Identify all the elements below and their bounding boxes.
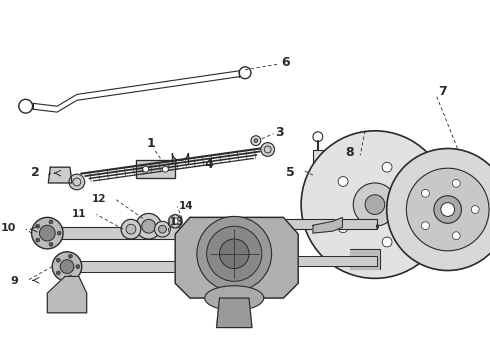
Circle shape — [338, 176, 348, 186]
Polygon shape — [313, 217, 343, 233]
Polygon shape — [350, 249, 380, 269]
Circle shape — [158, 225, 167, 233]
Text: 11: 11 — [72, 210, 87, 220]
Circle shape — [220, 239, 249, 269]
Circle shape — [441, 203, 455, 216]
Circle shape — [76, 265, 80, 269]
Text: 9: 9 — [10, 276, 18, 286]
Polygon shape — [136, 160, 175, 178]
Ellipse shape — [205, 286, 264, 310]
Circle shape — [57, 231, 61, 235]
Circle shape — [353, 183, 396, 226]
Circle shape — [49, 242, 53, 246]
Circle shape — [136, 213, 161, 239]
Circle shape — [169, 215, 182, 228]
Text: 12: 12 — [92, 194, 106, 204]
Circle shape — [56, 258, 60, 262]
Polygon shape — [217, 298, 252, 328]
Circle shape — [31, 217, 63, 249]
Circle shape — [254, 139, 258, 143]
Text: 1: 1 — [146, 137, 155, 150]
Circle shape — [36, 238, 40, 242]
Circle shape — [301, 131, 449, 278]
Circle shape — [387, 149, 490, 270]
Circle shape — [162, 166, 169, 172]
Text: 3: 3 — [275, 126, 284, 139]
Circle shape — [452, 232, 460, 240]
Circle shape — [452, 179, 460, 187]
Circle shape — [338, 223, 348, 233]
Bar — [313, 150, 323, 204]
Circle shape — [421, 189, 429, 197]
Polygon shape — [49, 167, 72, 183]
Circle shape — [126, 224, 136, 234]
Text: 7: 7 — [438, 85, 446, 98]
Circle shape — [421, 222, 429, 230]
Circle shape — [52, 252, 82, 281]
Circle shape — [60, 260, 74, 274]
Text: 4: 4 — [205, 158, 214, 171]
Text: 14: 14 — [179, 201, 194, 211]
Circle shape — [56, 271, 60, 275]
Circle shape — [471, 206, 479, 213]
Circle shape — [49, 220, 53, 224]
Circle shape — [261, 143, 274, 156]
Circle shape — [154, 221, 171, 237]
Bar — [283, 219, 377, 229]
Polygon shape — [48, 276, 87, 313]
Circle shape — [36, 224, 40, 228]
Circle shape — [382, 237, 392, 247]
Circle shape — [69, 254, 73, 258]
Circle shape — [172, 219, 178, 224]
Circle shape — [197, 216, 271, 291]
Text: 2: 2 — [31, 166, 40, 179]
Circle shape — [207, 226, 262, 281]
Polygon shape — [169, 215, 181, 228]
Circle shape — [382, 162, 392, 172]
Polygon shape — [175, 217, 298, 298]
Circle shape — [121, 219, 141, 239]
Text: 6: 6 — [281, 57, 290, 69]
Circle shape — [40, 225, 55, 241]
Circle shape — [142, 219, 155, 233]
Circle shape — [406, 168, 489, 251]
Text: 13: 13 — [171, 217, 185, 227]
Text: 5: 5 — [287, 166, 295, 179]
Bar — [283, 256, 377, 266]
Circle shape — [69, 275, 73, 279]
Text: 10: 10 — [0, 223, 16, 233]
Text: 8: 8 — [345, 146, 354, 159]
Circle shape — [69, 174, 85, 190]
Circle shape — [251, 136, 261, 145]
Bar — [65, 261, 208, 273]
Circle shape — [409, 200, 419, 210]
Bar — [46, 227, 198, 239]
Circle shape — [434, 196, 462, 223]
Circle shape — [143, 166, 148, 172]
Circle shape — [365, 195, 385, 215]
